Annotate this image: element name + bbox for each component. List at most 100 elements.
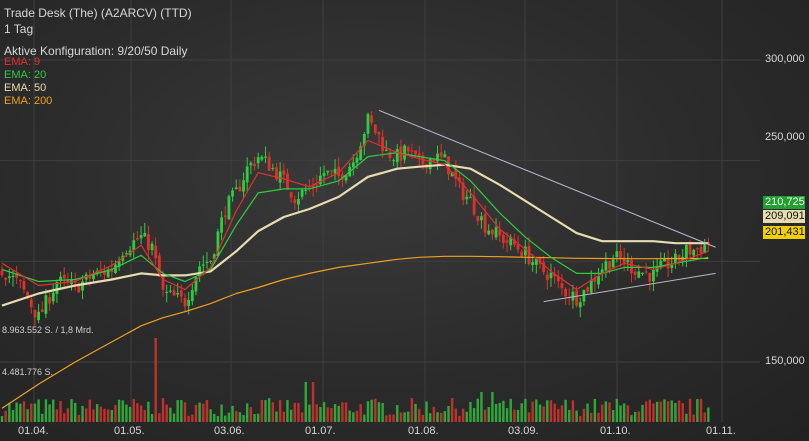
candle-body [611, 259, 615, 268]
volume-bar [659, 401, 662, 422]
volume-bar [601, 404, 604, 422]
candle-body [154, 245, 158, 259]
candle-body [326, 170, 330, 173]
volume-bar [685, 413, 688, 422]
candle-body [15, 273, 19, 278]
volume-bar [136, 403, 139, 422]
volume-bar [366, 401, 370, 422]
volume-bar [670, 400, 673, 422]
legend-ema-20: EMA: 20 [4, 69, 47, 81]
candle-body [103, 270, 106, 275]
candle-body [417, 153, 421, 158]
x-tick-label: 03.06. [214, 425, 245, 437]
candle-body [282, 170, 286, 175]
candle-body [392, 160, 395, 162]
volume-bar [633, 411, 637, 422]
candle-body [377, 131, 381, 135]
candle-body [403, 145, 406, 160]
volume-bar [348, 410, 351, 422]
candle-body [436, 153, 439, 162]
volume-bar [524, 398, 527, 422]
y-tick-label: 300,000 [765, 53, 805, 65]
volume-bar [326, 407, 329, 422]
candle-body [231, 190, 234, 197]
candle-body [106, 269, 110, 277]
candle-body [589, 279, 593, 293]
volume-bar [92, 409, 95, 422]
volume-bar [121, 400, 124, 422]
volume-bar [176, 400, 179, 422]
volume-bar [641, 404, 644, 422]
candle-body [476, 216, 480, 221]
candle-body [0, 270, 4, 276]
volume-bar [487, 407, 490, 422]
candle-body [355, 157, 359, 163]
candle-body [362, 134, 366, 146]
volume-bar [414, 403, 417, 422]
candle-body [297, 199, 300, 205]
volume-bar [410, 398, 414, 422]
volume-bar [388, 414, 392, 422]
volume-bar [439, 412, 443, 422]
candle-body [480, 216, 483, 221]
candle-body [139, 235, 143, 239]
candle-body [604, 261, 608, 271]
candle-body [88, 275, 92, 279]
candle-body [99, 270, 103, 272]
candle-body [491, 229, 494, 235]
candle-body [286, 173, 289, 190]
volume-bar [88, 399, 92, 422]
candle-body [227, 196, 231, 220]
volume-bar [22, 401, 26, 422]
volume-bar [322, 402, 326, 422]
candle-body [534, 258, 538, 265]
candle-body [644, 271, 648, 273]
volume-bar [41, 413, 44, 422]
candle-body [278, 171, 282, 183]
volume-bar [494, 404, 498, 422]
volume-bar [663, 399, 666, 422]
candle-body [143, 233, 147, 237]
candle-body [293, 199, 297, 204]
volume-bar [0, 415, 4, 422]
candle-body [593, 277, 597, 282]
volume-bar [15, 402, 18, 422]
volume-bar [132, 399, 135, 422]
y-tick-label: 250,000 [765, 131, 805, 143]
volume-bar [44, 399, 48, 422]
candle-body [212, 254, 216, 259]
volume-bar [454, 408, 458, 422]
candle-body [234, 187, 238, 190]
volume-bar [308, 404, 311, 422]
candle-body [381, 136, 385, 152]
candle-body [520, 251, 524, 257]
candle-body [688, 244, 692, 255]
volume-bar [516, 409, 520, 422]
volume-bar [147, 401, 150, 422]
candle-body [264, 156, 267, 158]
volume-bar [637, 411, 641, 422]
candle-body [633, 271, 637, 275]
volume-bar [198, 402, 201, 422]
volume-bar [220, 404, 223, 422]
volume-bar [443, 411, 447, 422]
volume-bar [538, 404, 542, 422]
legend-ema-9: EMA: 9 [4, 56, 41, 68]
legend-ema-50: EMA: 50 [4, 82, 47, 94]
candle-body [110, 268, 114, 273]
candles [0, 111, 710, 326]
volume-bar [172, 413, 176, 422]
volume-bar [158, 413, 161, 422]
volume-bar [235, 411, 238, 422]
volume-bar [586, 403, 589, 422]
volume-bar [227, 412, 231, 422]
candle-body [608, 261, 611, 269]
candle-body [337, 166, 341, 177]
candle-body [630, 259, 633, 274]
candle-body [275, 167, 278, 180]
volume-bar [202, 403, 205, 422]
volume-bar [432, 406, 436, 422]
volume-bar [73, 402, 77, 422]
volume-bar [590, 412, 593, 422]
candle-body [117, 261, 121, 268]
